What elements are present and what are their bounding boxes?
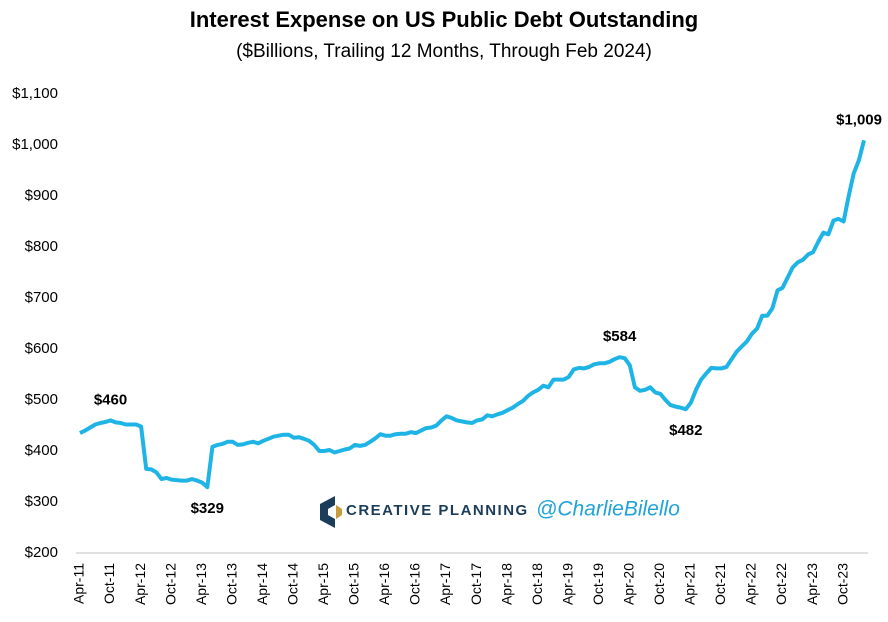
- chart-subtitle: ($Billions, Trailing 12 Months, Through …: [236, 41, 652, 62]
- x-tick-label: Oct-22: [773, 563, 789, 605]
- x-tick-label: Oct-19: [590, 563, 606, 605]
- x-tick-label: Oct-20: [651, 563, 667, 605]
- y-tick-label: $600: [25, 340, 58, 357]
- x-tick-label: Apr-21: [682, 563, 698, 605]
- x-tick-label: Oct-12: [162, 563, 178, 605]
- y-tick-label: $500: [25, 391, 58, 408]
- logo: [320, 496, 342, 528]
- x-tick-label: Oct-11: [101, 563, 117, 604]
- watermark: @CharlieBilello: [536, 498, 680, 521]
- x-tick-label: Oct-14: [285, 563, 301, 605]
- x-tick-label: Oct-21: [712, 563, 728, 605]
- x-tick-label: Apr-18: [498, 563, 514, 605]
- x-tick-label: Apr-22: [743, 563, 759, 605]
- y-tick-label: $1,000: [12, 136, 58, 153]
- data-label: $329: [191, 500, 224, 517]
- x-tick-label: Apr-15: [315, 563, 331, 605]
- data-label: $584: [603, 328, 637, 345]
- chart-title: Interest Expense on US Public Debt Outst…: [190, 7, 699, 32]
- x-tick-label: Apr-12: [132, 563, 148, 605]
- y-tick-label: $200: [25, 544, 58, 561]
- y-tick-label: $400: [25, 442, 58, 459]
- x-tick-label: Oct-16: [407, 563, 423, 605]
- logo-icon: [320, 496, 335, 528]
- x-tick-label: Oct-18: [529, 563, 545, 605]
- x-tick-label: Oct-17: [468, 563, 484, 605]
- x-tick-label: Apr-19: [559, 563, 575, 605]
- y-tick-label: $900: [25, 187, 58, 204]
- data-label: $482: [669, 422, 702, 439]
- y-tick-label: $800: [25, 238, 58, 255]
- line-series: [79, 139, 866, 490]
- x-tick-label: Apr-16: [376, 563, 392, 605]
- x-tick-label: Oct-13: [223, 563, 239, 605]
- x-tick-label: Apr-11: [71, 563, 87, 604]
- x-tick-label: Apr-23: [804, 563, 820, 605]
- x-tick-label: Apr-14: [254, 563, 270, 605]
- y-tick-label: $1,100: [12, 85, 58, 102]
- logo-icon: [336, 505, 342, 519]
- x-tick-label: Apr-20: [621, 563, 637, 605]
- x-tick-label: Oct-23: [834, 563, 850, 605]
- data-label: $460: [94, 391, 127, 408]
- x-tick-label: Apr-13: [193, 563, 209, 605]
- y-tick-label: $300: [25, 493, 58, 510]
- x-tick-label: Apr-17: [437, 563, 453, 605]
- data-label: $1,009: [836, 111, 882, 128]
- y-tick-label: $700: [25, 289, 58, 306]
- watermark: CREATIVE PLANNING: [346, 502, 529, 519]
- x-tick-label: Oct-15: [346, 563, 362, 605]
